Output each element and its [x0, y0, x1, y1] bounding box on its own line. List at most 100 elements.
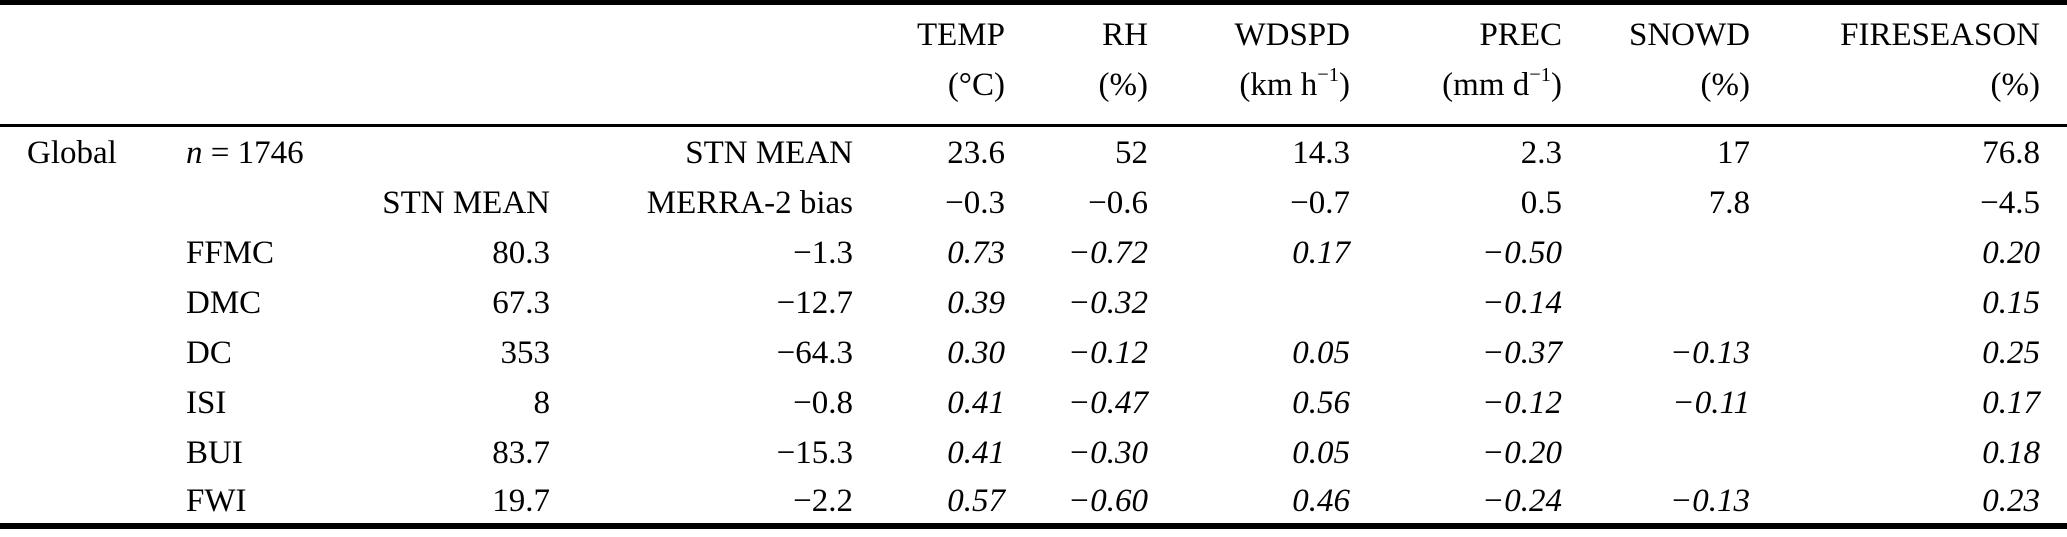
cell-row-label: MERRA-2 bias — [646, 184, 853, 221]
col-header-prec: PREC (mm d−1) — [1350, 2, 1562, 127]
cell-wdspd: 0.05 — [1292, 434, 1350, 471]
cell-wdspd: 0.56 — [1292, 384, 1350, 421]
cell-index: ISI — [186, 384, 227, 421]
cell-prec: 2.3 — [1520, 135, 1562, 172]
cell-index: FWI — [186, 483, 247, 519]
cell-wdspd: 14.3 — [1292, 135, 1350, 172]
cell-prec: −0.20 — [1481, 434, 1562, 471]
cell-index: BUI — [186, 434, 243, 471]
cell-wdspd: −0.7 — [1290, 184, 1350, 221]
cell-region — [0, 176, 160, 226]
col-header-fireseason: FIRESEASON (%) — [1750, 2, 2067, 127]
cell-stn-mean: 19.7 — [492, 483, 550, 519]
cell-fireseason: −4.5 — [1980, 184, 2040, 221]
col-header-wdspd-label: WDSPD — [1234, 17, 1350, 53]
row-dmc: DMC 67.3 −12.7 0.39 −0.32 −0.14 0.15 — [0, 276, 2067, 326]
cell-temp: −0.3 — [945, 184, 1005, 221]
cell-prec: −0.12 — [1481, 384, 1562, 421]
cell-fireseason: 0.17 — [1982, 384, 2040, 421]
cell-bias: −0.8 — [793, 384, 853, 421]
cell-prec: −0.14 — [1481, 284, 1562, 321]
cell-stn-mean: 8 — [533, 384, 551, 421]
cell-rh: −0.12 — [1067, 334, 1148, 371]
cell-stn-mean: 83.7 — [492, 434, 550, 471]
cell-rh: −0.30 — [1067, 434, 1148, 471]
cell-region — [0, 276, 160, 326]
n-value: = 1746 — [202, 135, 304, 172]
cell-bias: −15.3 — [776, 434, 853, 471]
col-header-wdspd-unit: (km h−1) — [1239, 64, 1350, 103]
col-header-prec-label: PREC — [1479, 17, 1562, 53]
table-header: TEMP (°C) RH (%) WDSPD (km h−1) PREC (mm… — [0, 2, 2067, 127]
cell-temp: 0.41 — [947, 434, 1005, 471]
cell-wdspd: 0.05 — [1292, 334, 1350, 371]
cell-temp: 0.41 — [947, 384, 1005, 421]
cell-fireseason: 76.8 — [1982, 135, 2040, 172]
cell-region — [0, 326, 160, 376]
cell-prec: 0.5 — [1520, 184, 1562, 221]
cell-region — [0, 226, 160, 276]
cell-wdspd: 0.17 — [1292, 234, 1350, 271]
col-header-snowd-label: SNOWD — [1629, 17, 1750, 53]
cell-bias: −12.7 — [776, 284, 853, 321]
col-header-temp-unit: (°C) — [947, 67, 1005, 103]
col-header-rh-unit: (%) — [1098, 67, 1148, 103]
row-merra2-bias: STN MEAN MERRA-2 bias −0.3 −0.6 −0.7 0.5… — [0, 176, 2067, 226]
row-fwi: FWI 19.7 −2.2 0.57 −0.60 0.46 −0.24 −0.1… — [0, 476, 2067, 526]
col-header-wdspd: WDSPD (km h−1) — [1148, 2, 1350, 127]
header-empty-index — [160, 2, 335, 127]
col-header-snowd: SNOWD (%) — [1562, 2, 1750, 127]
cell-stn-mean: STN MEAN — [382, 184, 550, 221]
n-variable: n — [186, 135, 203, 172]
row-dc: DC 353 −64.3 0.30 −0.12 0.05 −0.37 −0.13… — [0, 326, 2067, 376]
cell-rh: −0.72 — [1067, 234, 1148, 271]
cell-index: FFMC — [186, 234, 275, 271]
cell-bias: −2.2 — [793, 483, 853, 519]
col-header-rh: RH (%) — [1005, 2, 1148, 127]
cell-stn-mean: 80.3 — [492, 234, 550, 271]
cell-temp: 0.39 — [947, 284, 1005, 321]
col-header-temp: TEMP (°C) — [853, 2, 1005, 127]
cell-region — [0, 426, 160, 476]
row-isi: ISI 8 −0.8 0.41 −0.47 0.56 −0.12 −0.11 0… — [0, 376, 2067, 426]
cell-rh: −0.6 — [1088, 184, 1148, 221]
row-ffmc: FFMC 80.3 −1.3 0.73 −0.72 0.17 −0.50 0.2… — [0, 226, 2067, 276]
header-empty-region — [0, 2, 160, 127]
cell-temp: 0.30 — [947, 334, 1005, 371]
cell-index: DMC — [186, 284, 262, 321]
cell-fireseason: 0.18 — [1982, 434, 2040, 471]
cell-wdspd: 0.46 — [1292, 483, 1350, 519]
cell-snowd: −0.11 — [1672, 384, 1750, 421]
cell-snowd — [1562, 426, 1750, 476]
header-empty-bias — [550, 2, 853, 127]
col-header-temp-label: TEMP — [916, 17, 1005, 53]
cell-wdspd — [1148, 276, 1350, 326]
cell-bias: −1.3 — [793, 234, 853, 271]
cell-prec: −0.24 — [1481, 483, 1562, 519]
cell-index: DC — [186, 334, 232, 371]
cell-stn-mean: 353 — [500, 334, 551, 371]
cell-region: Global — [27, 135, 117, 172]
cell-stn-mean — [335, 126, 550, 176]
cell-snowd: −0.13 — [1669, 334, 1750, 371]
cell-temp: 0.73 — [947, 234, 1005, 271]
table-body: Global n = 1746 STN MEAN 23.6 52 14.3 2.… — [0, 126, 2067, 526]
cell-stn-mean: 67.3 — [492, 284, 550, 321]
row-bui: BUI 83.7 −15.3 0.41 −0.30 0.05 −0.20 0.1… — [0, 426, 2067, 476]
cell-region — [0, 376, 160, 426]
cell-fireseason: 0.23 — [1982, 483, 2040, 519]
cell-index — [160, 176, 335, 226]
row-stn-mean: Global n = 1746 STN MEAN 23.6 52 14.3 2.… — [0, 126, 2067, 176]
cell-snowd — [1562, 226, 1750, 276]
cell-rh: −0.60 — [1067, 483, 1148, 519]
cell-fireseason: 0.15 — [1982, 284, 2040, 321]
cell-prec: −0.50 — [1481, 234, 1562, 271]
col-header-fireseason-unit: (%) — [1990, 67, 2040, 103]
cell-rh: −0.32 — [1067, 284, 1148, 321]
cell-row-label: STN MEAN — [685, 135, 853, 172]
cell-fireseason: 0.25 — [1982, 334, 2040, 371]
cell-region — [0, 476, 160, 526]
cell-fireseason: 0.20 — [1982, 234, 2040, 271]
cell-n-count: n = 1746 — [160, 126, 335, 176]
